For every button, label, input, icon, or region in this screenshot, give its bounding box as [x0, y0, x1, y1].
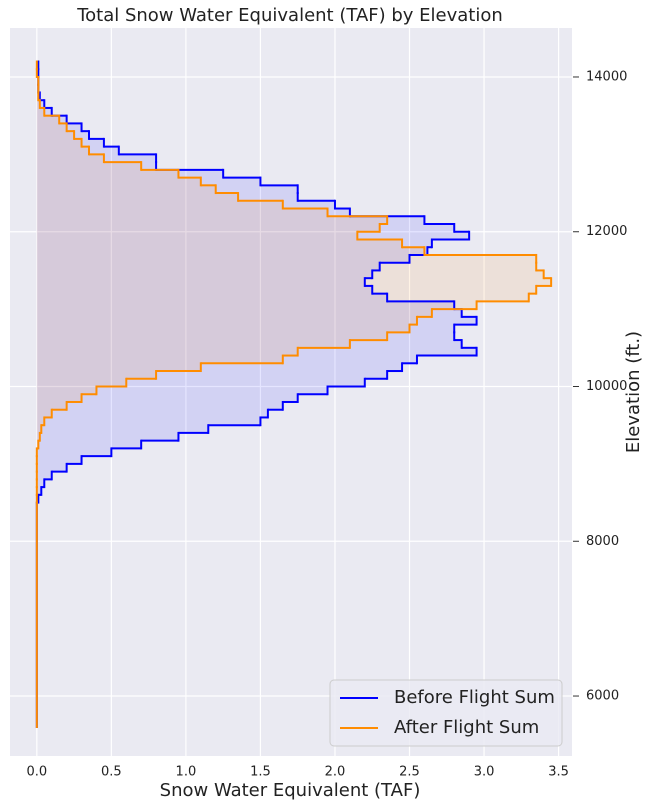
area-fill — [36, 61, 552, 727]
x-tick-label: 0.0 — [26, 765, 47, 780]
step-line — [35, 60, 553, 728]
legend: Before Flight Sum After Flight Sum — [329, 679, 563, 747]
x-tick-label: 1.5 — [250, 765, 271, 780]
legend-label: Before Flight Sum — [394, 687, 555, 708]
axes: 0.0 0.5 1.0 1.5 2.0 2.5 3.0 3.5 6000 8000 10000 120… — [26, 69, 627, 779]
y-tick-label: 6000 — [586, 689, 619, 704]
x-tick-label: 2.0 — [325, 765, 346, 780]
y-tick-label: 14000 — [586, 69, 627, 84]
x-tick-label: 3.5 — [548, 765, 569, 780]
legend-box — [329, 679, 563, 747]
legend-label: After Flight Sum — [394, 717, 539, 738]
x-tick-label: 2.5 — [399, 765, 420, 780]
marks — [35, 60, 553, 728]
y-tick-label: 12000 — [586, 224, 627, 239]
area-fill — [36, 61, 477, 727]
x-axis-label: Snow Water Equivalent (TAF) — [160, 780, 421, 801]
chart-title: Total Snow Water Equivalent (TAF) by Ele… — [76, 5, 503, 26]
y-tick-label: 10000 — [586, 379, 627, 394]
x-tick-label: 3.0 — [474, 765, 495, 780]
plot-background — [10, 28, 572, 756]
y-tick-label: 8000 — [586, 534, 619, 549]
grid — [10, 28, 572, 756]
x-tick-label: 1.0 — [176, 765, 197, 780]
x-tick-label: 0.5 — [101, 765, 122, 780]
y-axis-label: Elevation (ft.) — [623, 331, 644, 453]
